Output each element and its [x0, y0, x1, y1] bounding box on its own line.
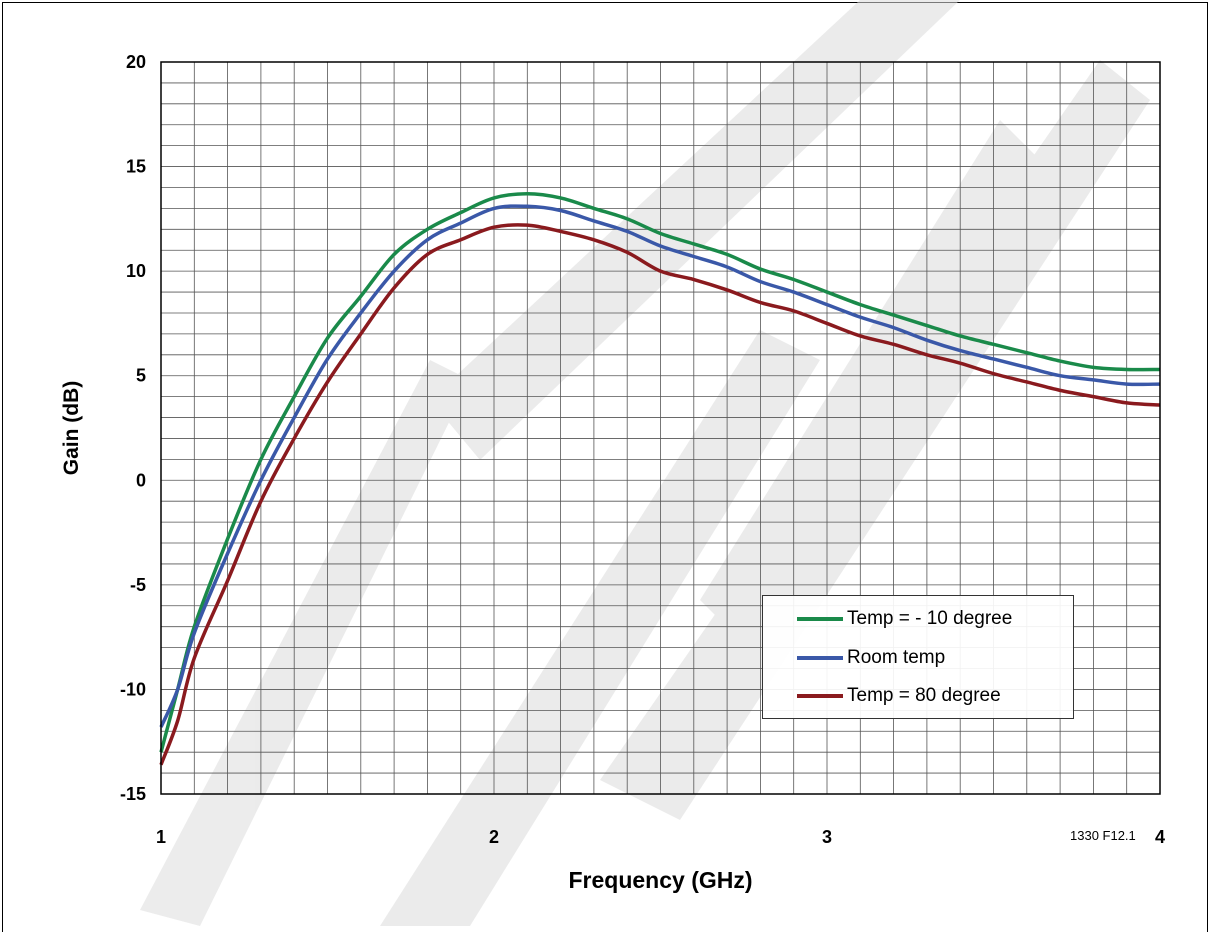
x-tick-label: 2 [489, 827, 499, 847]
series-lines [159, 192, 1161, 766]
y-axis-label: Gain (dB) [60, 381, 83, 476]
tick-labels: 1 2 3 4 20 15 10 5 0 -5 -10 -15 [120, 52, 1165, 847]
figure-id: 1330 F12.1 [1070, 828, 1136, 843]
y-tick-label: 10 [126, 261, 146, 281]
y-tick-label: 0 [136, 470, 146, 490]
series-line-1 [159, 204, 1161, 728]
legend-swatch-minus10 [797, 617, 843, 621]
legend-item-room: Room temp [797, 643, 945, 673]
legend-label-minus10: Temp = - 10 degree [847, 608, 1013, 629]
y-tick-label: -15 [120, 784, 146, 804]
x-tick-label: 4 [1155, 827, 1165, 847]
legend-item-minus10: Temp = - 10 degree [797, 604, 1012, 634]
legend-swatch-80 [797, 694, 843, 698]
legend: Temp = - 10 degree Room temp Temp = 80 d… [762, 595, 1074, 719]
plot-area-border [160, 61, 1161, 795]
x-tick-label: 1 [156, 827, 166, 847]
y-tick-label: 20 [126, 52, 146, 72]
y-tick-label: -5 [130, 575, 146, 595]
y-tick-label: 5 [136, 366, 146, 386]
legend-swatch-room [797, 656, 843, 660]
series-line-0 [159, 192, 1161, 753]
legend-label-room: Room temp [847, 647, 946, 668]
legend-item-80: Temp = 80 degree [797, 681, 1001, 711]
legend-label-80: Temp = 80 degree [847, 685, 1001, 706]
y-tick-label: 15 [126, 157, 146, 177]
x-axis-label: Frequency (GHz) [568, 867, 752, 893]
series-line-2 [159, 223, 1161, 766]
x-tick-label: 3 [822, 827, 832, 847]
y-tick-label: -10 [120, 679, 146, 699]
